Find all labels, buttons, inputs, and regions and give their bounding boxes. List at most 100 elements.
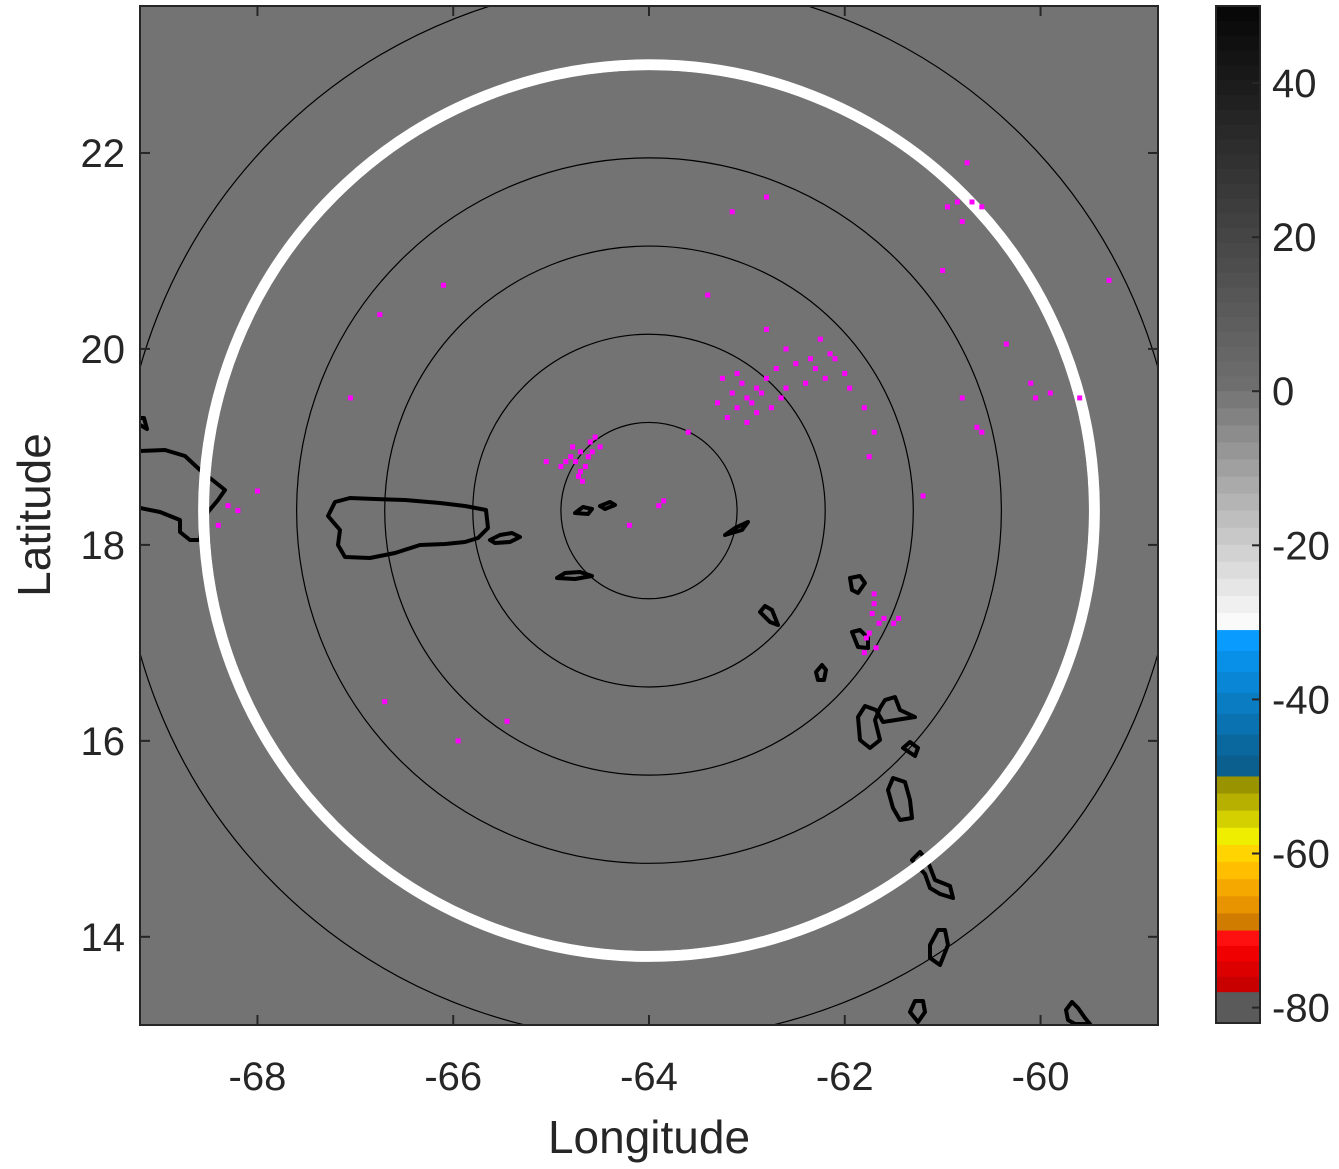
y-tick-label: 20 <box>81 328 126 372</box>
scatter-point <box>656 503 662 509</box>
colorbar-segment <box>1216 213 1260 229</box>
scatter-point <box>945 204 951 210</box>
colorbar-segment <box>1216 109 1260 126</box>
scatter-point <box>587 439 593 445</box>
scatter-point <box>763 194 769 200</box>
scatter-point <box>215 522 221 528</box>
coastline-guadeloupe <box>856 695 917 750</box>
scatter-point <box>749 400 755 406</box>
colorbar-segment <box>1216 793 1260 812</box>
coastline-vieques <box>488 531 522 545</box>
scatter-point <box>773 366 779 372</box>
colorbar-segment <box>1216 243 1260 259</box>
scatter-point <box>1047 390 1053 396</box>
scatter-point <box>729 390 735 396</box>
colorbar-segment <box>1216 961 1260 978</box>
scatter-point <box>739 380 745 386</box>
scatter-point <box>719 375 725 381</box>
scatter-point <box>803 380 809 386</box>
coastline-saba-statia <box>758 604 780 627</box>
colorbar-segment <box>1216 930 1260 947</box>
colorbar-segment <box>1216 391 1260 409</box>
colorbar-segment <box>1216 94 1260 111</box>
range-ring-4 <box>296 157 1002 864</box>
colorbar-segment <box>1216 6 1260 22</box>
y-tick-label: 14 <box>81 916 126 960</box>
scatter-point <box>896 615 902 621</box>
colorbar-segment <box>1216 827 1260 846</box>
scatter-point <box>570 444 576 450</box>
scatter-point <box>705 292 711 298</box>
scatter-point <box>585 454 591 460</box>
colorbar-segment <box>1216 361 1260 378</box>
scatter-point <box>597 444 603 450</box>
scatter-point <box>734 370 740 376</box>
scatter-point <box>1028 380 1034 386</box>
scatter-point <box>783 385 789 391</box>
x-tick-label: -66 <box>424 1055 482 1099</box>
coastline-barbuda <box>848 574 867 595</box>
x-tick-label: -68 <box>229 1055 287 1099</box>
colorbar-segment <box>1216 287 1260 303</box>
colorbar-segment <box>1216 124 1260 140</box>
scatter-point <box>827 351 833 357</box>
scatter-point <box>920 493 926 499</box>
x-tick-label: -64 <box>620 1055 678 1099</box>
scatter-point <box>778 395 784 401</box>
scatter-point <box>959 395 965 401</box>
colorbar-segment <box>1216 844 1260 863</box>
colorbar-segment <box>1216 376 1260 392</box>
colorbar-segment <box>1216 692 1260 715</box>
colorbar-ticks: 40 20 0 -20 -40 -60 -80 <box>1252 62 1330 1031</box>
scatter-point <box>812 366 818 372</box>
scatter-point <box>577 468 583 474</box>
scatter-point <box>861 650 867 656</box>
scatter-point <box>863 635 869 641</box>
scatter-point <box>558 464 564 470</box>
colorbar-segment <box>1216 713 1260 736</box>
colorbar-segment <box>1216 331 1260 348</box>
colorbar <box>1216 6 1260 1024</box>
colorbar-segment <box>1216 50 1260 66</box>
scatter-point <box>964 160 970 166</box>
colorbar-segment <box>1216 139 1260 155</box>
scatter-point <box>377 312 383 318</box>
colorbar-segment <box>1216 862 1260 880</box>
scatter-point <box>808 356 814 362</box>
colorbar-segment <box>1216 346 1260 363</box>
coastline-dominica <box>886 776 914 822</box>
scatter-point <box>754 385 760 391</box>
colorbar-segment <box>1216 408 1260 426</box>
scatter-point <box>793 361 799 367</box>
scatter-point <box>715 400 721 406</box>
colorbar-tick-label: -20 <box>1272 524 1330 568</box>
colorbar-segment <box>1216 630 1260 652</box>
scatter-point <box>861 405 867 411</box>
scatter-point <box>661 498 667 504</box>
colorbar-segment <box>1216 228 1260 244</box>
scatter-point <box>817 336 823 342</box>
colorbar-segment <box>1216 527 1260 546</box>
x-tick-label: -62 <box>816 1055 874 1099</box>
scatter-point <box>871 601 877 607</box>
scatter-point <box>589 449 595 455</box>
scatter-point <box>783 346 789 352</box>
scatter-point <box>577 449 583 455</box>
scatter-point <box>1003 341 1009 347</box>
colorbar-segment <box>1216 561 1260 580</box>
colorbar-segment <box>1216 459 1260 478</box>
scatter-points <box>215 160 1112 744</box>
scatter-point <box>347 395 353 401</box>
scatter-point <box>382 699 388 705</box>
colorbar-segment <box>1216 476 1260 495</box>
colorbar-segment <box>1216 913 1260 932</box>
scatter-point <box>729 209 735 215</box>
colorbar-segment <box>1216 20 1260 37</box>
colorbar-segment <box>1216 154 1260 170</box>
colorbar-segment <box>1216 755 1260 778</box>
colorbar-tick-label: 0 <box>1272 370 1294 414</box>
scatter-point <box>504 718 510 724</box>
colorbar-segment <box>1216 35 1260 52</box>
plot-area-background <box>140 6 1158 1025</box>
